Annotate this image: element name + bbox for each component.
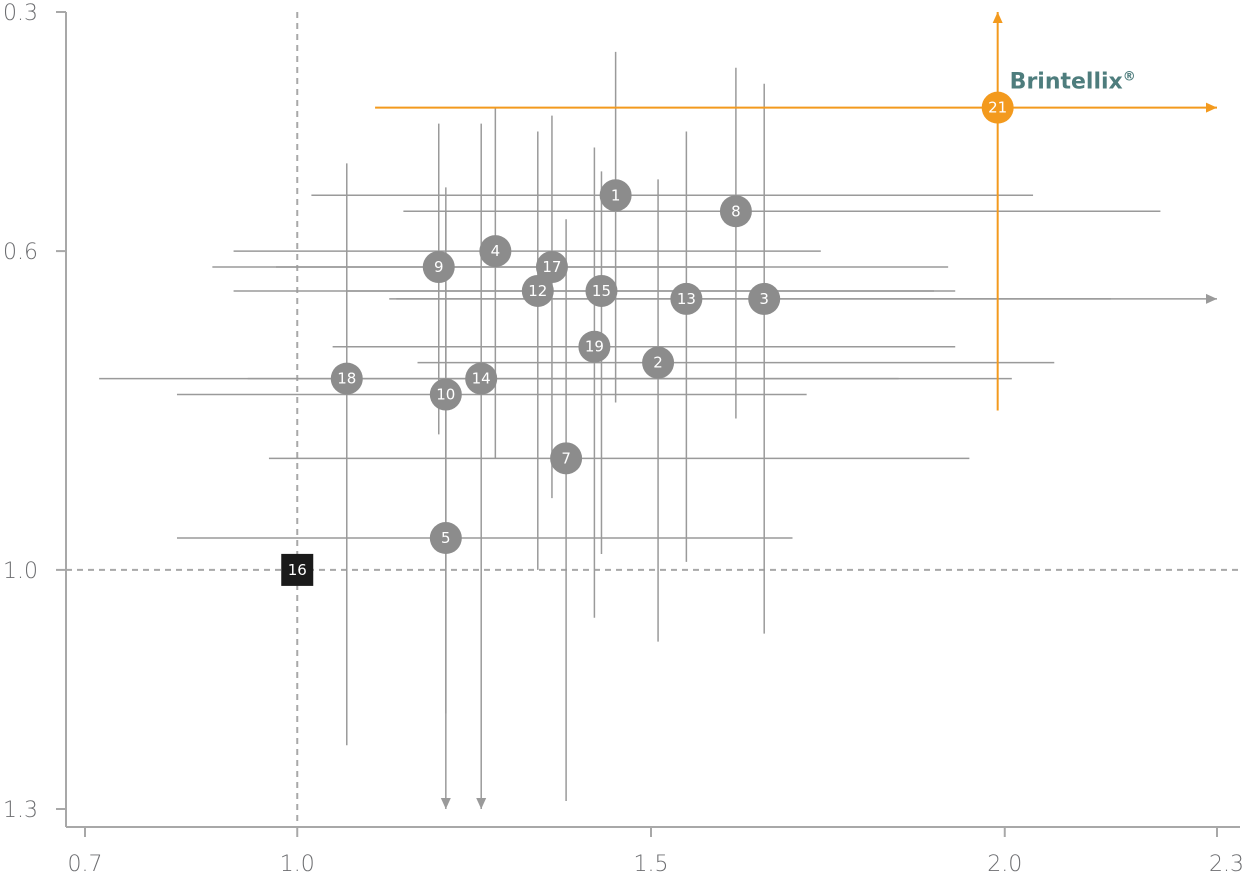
point-label: 8 <box>731 202 741 220</box>
point-marker <box>465 362 498 395</box>
error-bar-17 <box>276 115 949 499</box>
highlight-point-label: 21 <box>988 99 1007 117</box>
error-bar-18 <box>99 163 1012 746</box>
point-label: 18 <box>337 370 356 388</box>
point-marker <box>670 282 703 315</box>
data-point-9: 9 <box>422 251 455 284</box>
data-point-12: 12 <box>521 274 554 307</box>
point-label: 17 <box>542 258 561 276</box>
point-label: 13 <box>677 290 696 308</box>
x-tick-label: 2.3 <box>1209 852 1244 877</box>
point-marker <box>550 442 583 475</box>
data-point-1: 1 <box>599 179 632 212</box>
point-marker <box>479 235 512 268</box>
point-marker <box>330 362 363 395</box>
data-point-5: 5 <box>429 522 462 555</box>
reference-marker <box>281 553 314 586</box>
point-label: 14 <box>472 370 491 388</box>
point-marker <box>748 282 781 315</box>
error-bar-15 <box>346 171 956 554</box>
data-point-14: 14 <box>465 362 498 395</box>
y-tick-label: 0.3 <box>3 1 38 26</box>
point-label: 2 <box>653 354 663 372</box>
arrow-down-icon <box>440 798 451 809</box>
x-tick-label: 2.0 <box>987 852 1022 877</box>
point-label: 9 <box>434 258 444 276</box>
point-label: 10 <box>436 386 455 404</box>
point-marker <box>422 251 455 284</box>
point-marker <box>719 195 752 228</box>
data-point-19: 19 <box>578 330 611 363</box>
point-marker <box>585 274 618 307</box>
point-label: 1 <box>611 186 621 204</box>
data-point-10: 10 <box>429 378 462 411</box>
highlight-arrow-up-icon <box>992 12 1003 23</box>
y-tick-label: 1.3 <box>3 798 38 823</box>
data-point-18: 18 <box>330 362 363 395</box>
data-point-4: 4 <box>479 235 512 268</box>
data-point-17: 17 <box>535 251 568 284</box>
x-tick-label: 1.0 <box>280 852 315 877</box>
data-point-15: 15 <box>585 274 618 307</box>
point-marker <box>429 378 462 411</box>
x-tick-label: 0.7 <box>68 852 103 877</box>
error-bars <box>99 51 1217 809</box>
reference-lines <box>66 12 1240 827</box>
error-bar-3 <box>396 83 1217 634</box>
point-marker <box>642 346 675 379</box>
highlight-arrow-right-icon <box>1206 102 1217 113</box>
data-point-2: 2 <box>642 346 675 379</box>
point-marker <box>521 274 554 307</box>
point-label: 3 <box>759 290 769 308</box>
point-label: 19 <box>585 338 604 356</box>
point-marker <box>429 522 462 555</box>
point-marker <box>599 179 632 212</box>
data-point-13: 13 <box>670 282 703 315</box>
point-marker <box>535 251 568 284</box>
error-bar-7 <box>268 219 970 802</box>
point-label: 7 <box>561 449 571 467</box>
highlight-series-name: Brintellix® <box>1010 70 1136 95</box>
data-point-3: 3 <box>748 282 781 315</box>
error-bar-1 <box>311 51 1034 403</box>
error-bar-19 <box>332 147 956 618</box>
point-label: 15 <box>592 282 611 300</box>
arrow-right-icon <box>1206 293 1217 304</box>
data-point-7: 7 <box>550 442 583 475</box>
x-tick-label: 1.5 <box>634 852 669 877</box>
point-label: 5 <box>441 529 451 547</box>
highlight-point <box>981 91 1014 124</box>
axes: 0.7 1.0 1.5 2.0 2.3 0.3 0.6 1.0 1.3 <box>3 1 1244 877</box>
point-marker <box>578 330 611 363</box>
reference-point: 16 <box>281 553 314 586</box>
error-bar-4 <box>233 107 821 459</box>
error-bar-8 <box>403 67 1161 419</box>
reference-point-label: 16 <box>288 561 307 579</box>
data-point-8: 8 <box>719 195 752 228</box>
y-tick-label: 1.0 <box>3 559 38 584</box>
point-label: 12 <box>528 282 547 300</box>
point-label: 4 <box>491 242 501 260</box>
arrow-down-icon <box>476 798 487 809</box>
y-tick-label: 0.6 <box>3 240 38 265</box>
